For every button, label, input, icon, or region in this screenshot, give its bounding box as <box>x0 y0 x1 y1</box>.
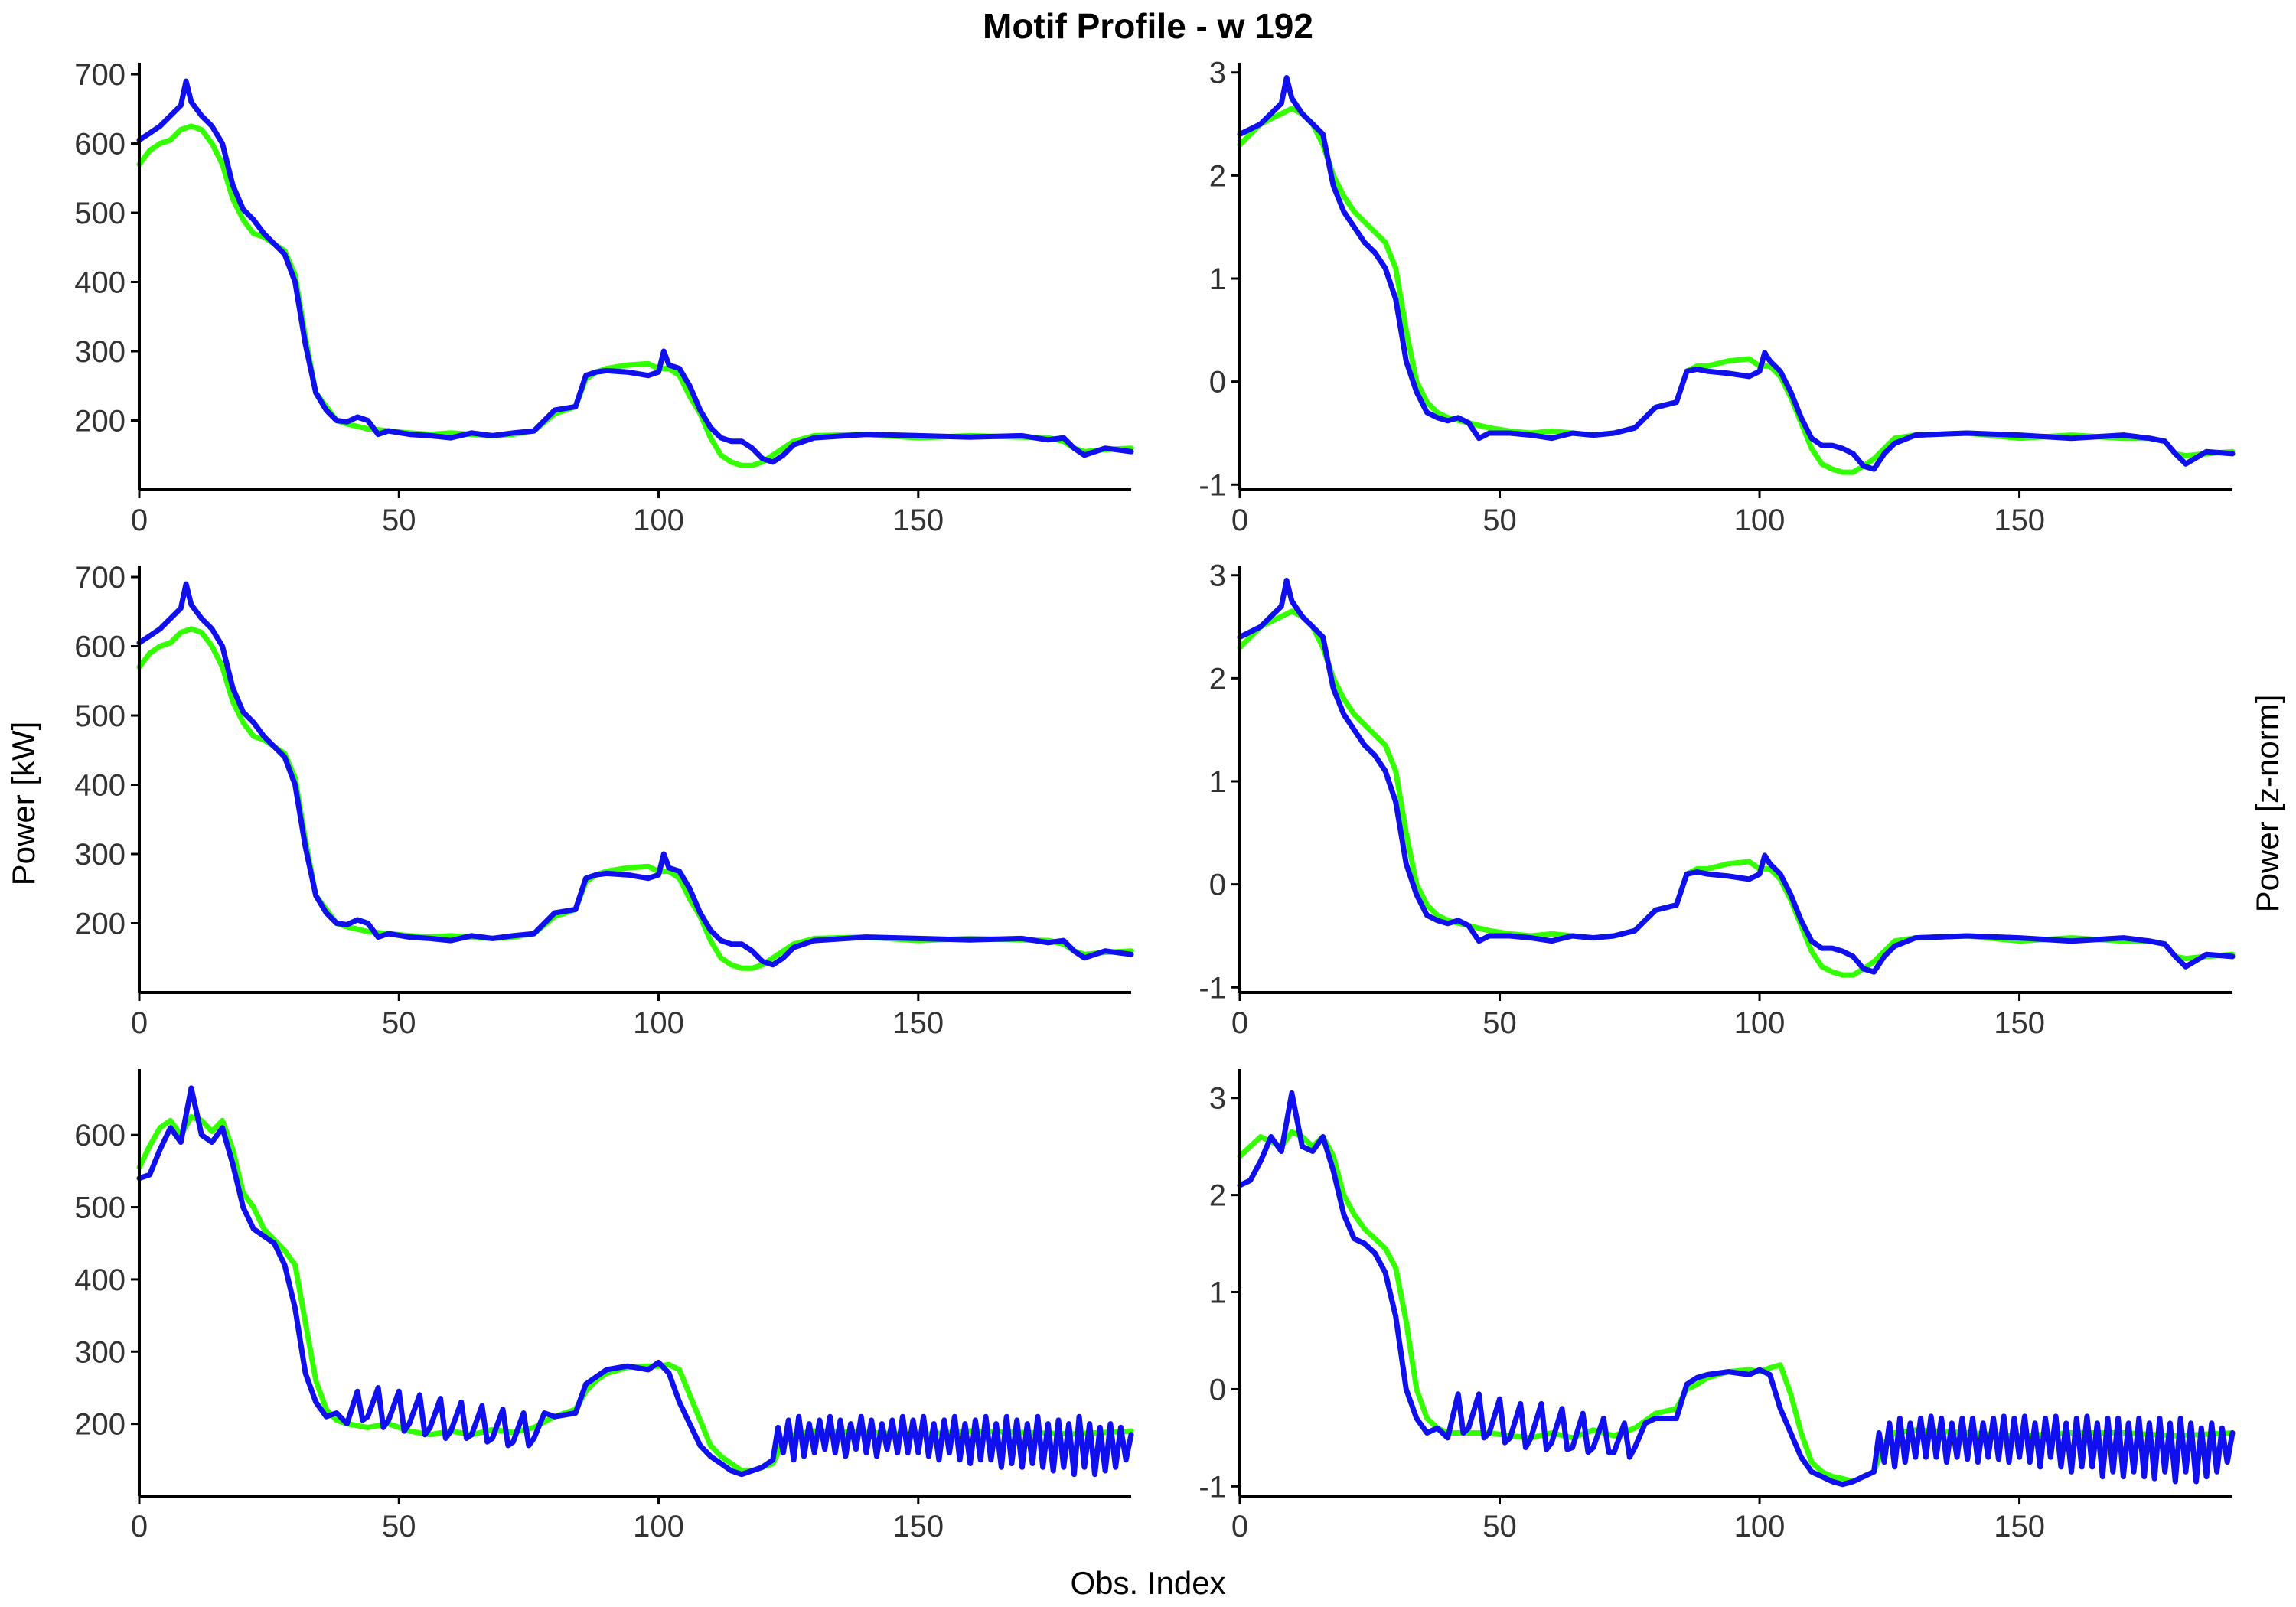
y-tick-label: 500 <box>74 197 126 230</box>
x-tick-label: 150 <box>1994 1510 2045 1543</box>
y-tick-label: 400 <box>74 1263 126 1297</box>
y-tick-label: 700 <box>74 561 126 595</box>
y-tick-label: 500 <box>74 699 126 733</box>
x-tick-label: 150 <box>892 1510 944 1543</box>
series-line-blue <box>1237 578 2236 975</box>
x-tick-label: 0 <box>1231 1006 1248 1040</box>
y-tick-label: 700 <box>74 58 126 92</box>
y-tick-label: 200 <box>74 908 126 941</box>
y-tick-label: 1 <box>1209 1276 1226 1310</box>
y-tick-label: 3 <box>1209 559 1226 593</box>
y-tick-label: -1 <box>1199 971 1226 1005</box>
y-tick-label: 200 <box>74 405 126 438</box>
y-tick-label: 0 <box>1209 366 1226 399</box>
x-tick-label: 0 <box>1231 1510 1248 1543</box>
x-tick-label: 100 <box>633 504 684 537</box>
x-tick-label: 50 <box>1482 504 1517 537</box>
y-tick-label: 200 <box>74 1408 126 1442</box>
series-line-green <box>136 123 1134 468</box>
x-tick-label: 150 <box>1994 504 2045 537</box>
series-line-green <box>1237 608 2236 978</box>
y-tick-label: 2 <box>1209 159 1226 193</box>
x-tick-label: 0 <box>131 1510 148 1543</box>
series-line-blue <box>136 1085 1134 1478</box>
y-tick-label: 300 <box>74 1335 126 1369</box>
y-tick-label: 300 <box>74 335 126 369</box>
y-tick-label: 600 <box>74 631 126 664</box>
y-tick-label: 3 <box>1209 1082 1226 1116</box>
series-line-blue <box>1237 1090 2236 1488</box>
series-line-blue <box>136 581 1134 968</box>
y-tick-label: 300 <box>74 838 126 872</box>
y-tick-label: 2 <box>1209 662 1226 696</box>
x-tick-label: 150 <box>892 504 944 537</box>
figure-title: Motif Profile - w 192 <box>983 6 1313 46</box>
y-tick-label: 600 <box>74 1119 126 1152</box>
x-tick-label: 100 <box>1734 504 1786 537</box>
x-tick-label: 0 <box>1231 504 1248 537</box>
chart-panel-row2-raw: 200 300 400 500 600 700 0 50 100 150 <box>74 561 1134 1040</box>
series-line-green <box>136 1114 1134 1474</box>
y-tick-label: 1 <box>1209 765 1226 799</box>
x-tick-label: 100 <box>1734 1006 1786 1040</box>
x-tick-label: 150 <box>1994 1006 2045 1040</box>
x-tick-label: 50 <box>382 1006 416 1040</box>
x-tick-label: 0 <box>131 1006 148 1040</box>
chart-panel-row1-raw: 200 300 400 500 600 700 0 50 100 150 <box>74 58 1134 537</box>
x-tick-label: 150 <box>892 1006 944 1040</box>
y-tick-label: 400 <box>74 769 126 803</box>
x-axis-title: Obs. Index <box>1070 1565 1225 1601</box>
series-line-green <box>1237 106 2236 475</box>
y-axis-title-right: Power [z-norm] <box>2249 695 2285 913</box>
y-tick-label: 400 <box>74 266 126 300</box>
x-tick-label: 50 <box>1482 1006 1517 1040</box>
series-line-blue <box>1237 75 2236 472</box>
y-tick-label: 600 <box>74 128 126 161</box>
series-line-green <box>136 626 1134 971</box>
y-tick-label: -1 <box>1199 468 1226 502</box>
x-tick-label: 50 <box>1482 1510 1517 1543</box>
y-tick-label: 0 <box>1209 1373 1226 1407</box>
series-line-blue <box>136 78 1134 465</box>
y-tick-label: 1 <box>1209 262 1226 296</box>
y-tick-label: 0 <box>1209 869 1226 902</box>
y-tick-label: -1 <box>1199 1470 1226 1504</box>
chart-panel-row3-raw: 200 300 400 500 600 0 50 100 150 <box>74 1069 1134 1543</box>
x-tick-label: 50 <box>382 1510 416 1543</box>
y-tick-label: 500 <box>74 1191 126 1225</box>
y-tick-label: 2 <box>1209 1179 1226 1213</box>
y-axis-title-left: Power [kW] <box>5 722 41 886</box>
x-tick-label: 50 <box>382 504 416 537</box>
y-tick-label: 3 <box>1209 57 1226 90</box>
x-tick-label: 0 <box>131 504 148 537</box>
x-tick-label: 100 <box>633 1510 684 1543</box>
x-tick-label: 100 <box>1734 1510 1786 1543</box>
x-tick-label: 100 <box>633 1006 684 1040</box>
